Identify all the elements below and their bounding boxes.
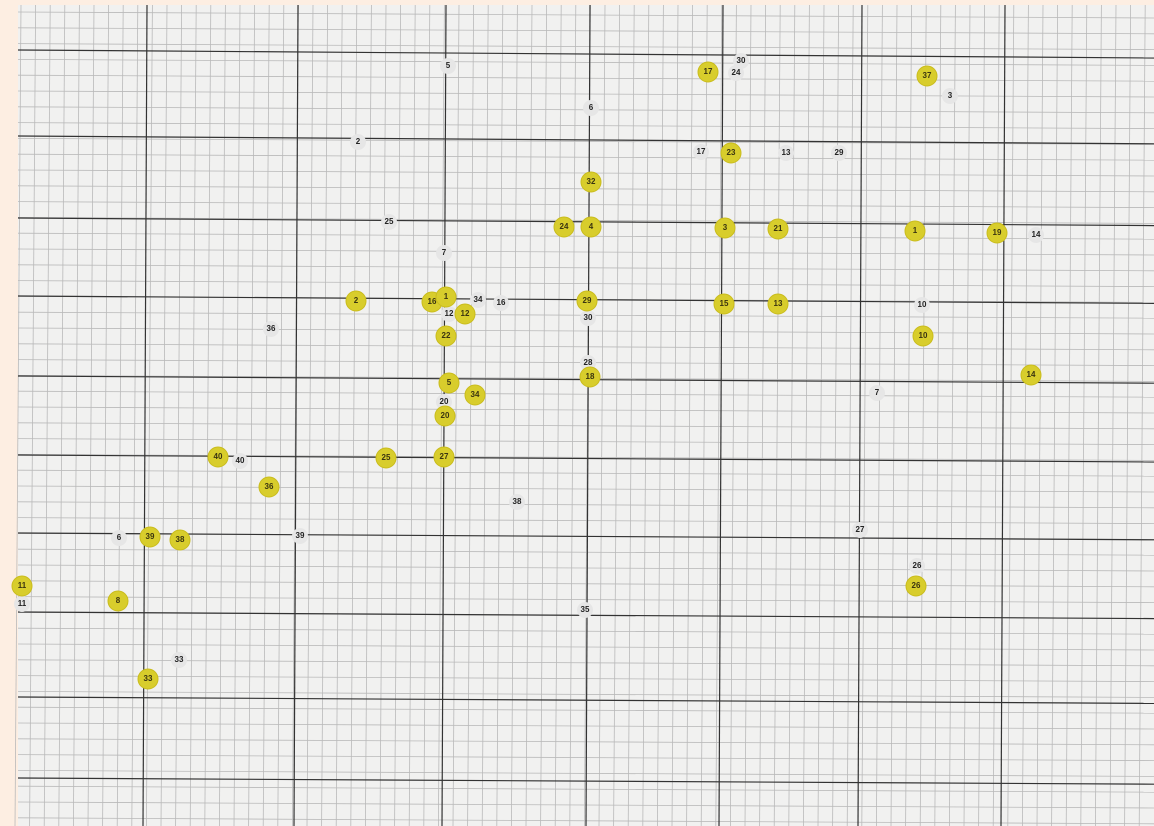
- sticker-label: 39: [146, 532, 155, 541]
- white-label: 7: [875, 388, 880, 397]
- sticker-label: 27: [440, 452, 449, 461]
- white-label: 24: [732, 68, 741, 77]
- white-label: 17: [697, 147, 706, 156]
- grid-paper-photo: 5302436217132925714341612301036287204038…: [0, 0, 1154, 826]
- sticker-label: 1: [913, 226, 918, 235]
- sticker-label: 24: [560, 222, 569, 231]
- white-label: 5: [446, 61, 451, 70]
- white-label: 40: [236, 456, 245, 465]
- white-label: 30: [737, 56, 746, 65]
- sticker-label: 40: [214, 452, 223, 461]
- white-label: 26: [913, 561, 922, 570]
- sticker-label: 4: [589, 222, 594, 231]
- white-label: 27: [856, 525, 865, 534]
- white-label: 28: [584, 358, 593, 367]
- white-label: 16: [497, 298, 506, 307]
- sticker-label: 26: [912, 581, 921, 590]
- white-label: 20: [440, 397, 449, 406]
- white-label: 38: [513, 497, 522, 506]
- sticker-label: 38: [176, 535, 185, 544]
- sticker-label: 1: [444, 292, 449, 301]
- white-label: 36: [267, 324, 276, 333]
- white-label: 30: [584, 313, 593, 322]
- sticker-label: 5: [447, 378, 452, 387]
- sticker-label: 29: [583, 296, 592, 305]
- white-label: 12: [445, 309, 454, 318]
- sticker-label: 15: [720, 299, 729, 308]
- sticker-label: 36: [265, 482, 274, 491]
- sticker-label: 37: [923, 71, 932, 80]
- white-label: 35: [581, 605, 590, 614]
- white-label: 11: [18, 599, 27, 608]
- white-label: 10: [918, 300, 927, 309]
- white-label: 29: [835, 148, 844, 157]
- sticker-label: 16: [428, 297, 437, 306]
- sticker-label: 23: [727, 148, 736, 157]
- photo: 5302436217132925714341612301036287204038…: [0, 0, 1154, 826]
- sticker-label: 14: [1027, 370, 1036, 379]
- sticker-label: 3: [723, 223, 728, 232]
- sticker-label: 12: [461, 309, 470, 318]
- sticker-label: 34: [471, 390, 480, 399]
- sticker-label: 21: [774, 224, 783, 233]
- white-label: 14: [1032, 230, 1041, 239]
- sticker-label: 33: [144, 674, 153, 683]
- white-label: 2: [356, 137, 361, 146]
- white-label: 25: [385, 217, 394, 226]
- sticker-label: 20: [441, 411, 450, 420]
- white-label: 33: [175, 655, 184, 664]
- white-label: 6: [589, 103, 594, 112]
- white-label: 34: [474, 295, 483, 304]
- sticker-label: 13: [774, 299, 783, 308]
- sticker-label: 18: [586, 372, 595, 381]
- sticker-label: 2: [354, 296, 359, 305]
- sticker-label: 32: [587, 177, 596, 186]
- sticker-label: 8: [116, 596, 121, 605]
- white-label: 7: [442, 248, 447, 257]
- white-label: 13: [782, 148, 791, 157]
- white-label: 39: [296, 531, 305, 540]
- white-label: 6: [117, 533, 122, 542]
- sticker-label: 11: [18, 581, 27, 590]
- sticker-label: 10: [919, 331, 928, 340]
- sticker-label: 22: [442, 331, 451, 340]
- white-label: 3: [948, 91, 953, 100]
- sticker-label: 17: [704, 67, 713, 76]
- sticker-label: 25: [382, 453, 391, 462]
- sticker-label: 19: [993, 228, 1002, 237]
